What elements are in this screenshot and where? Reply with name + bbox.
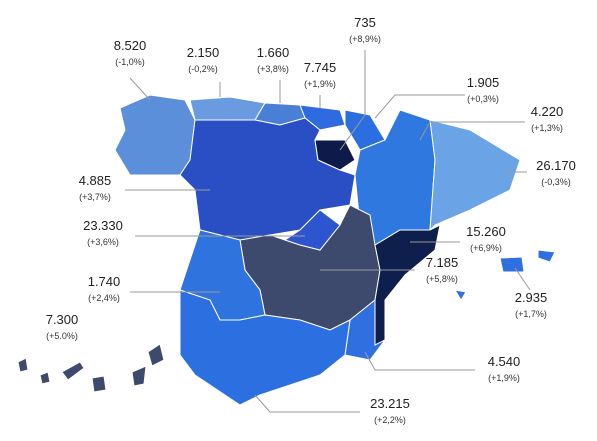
region bbox=[17, 357, 29, 373]
region-value: 7.185 bbox=[426, 255, 459, 270]
region bbox=[147, 343, 165, 367]
region bbox=[131, 365, 147, 387]
regions bbox=[17, 94, 556, 406]
region-change: (+1,7%) bbox=[515, 309, 547, 319]
leader-line bbox=[254, 394, 360, 413]
region-value: 4.540 bbox=[488, 354, 521, 369]
region-value: 23.330 bbox=[83, 218, 123, 233]
region bbox=[39, 371, 51, 385]
region-change: (-0,3%) bbox=[541, 177, 571, 187]
leader-line bbox=[374, 94, 465, 119]
region bbox=[499, 256, 525, 273]
region bbox=[283, 209, 341, 251]
region-value: 1.660 bbox=[257, 45, 290, 60]
region bbox=[537, 249, 556, 263]
region-change: (+1,9%) bbox=[488, 373, 520, 383]
region-change: (+2,4%) bbox=[88, 293, 120, 303]
region bbox=[314, 139, 356, 171]
region bbox=[429, 119, 521, 232]
region-value: 4.885 bbox=[79, 173, 112, 188]
region-value: 4.220 bbox=[531, 104, 564, 119]
region-change: (+3,8%) bbox=[257, 64, 289, 74]
region-change: (+2,2%) bbox=[374, 415, 406, 425]
region bbox=[61, 361, 85, 381]
region bbox=[91, 375, 107, 393]
leader-line bbox=[339, 50, 366, 151]
region-value: 1.905 bbox=[467, 75, 500, 90]
region-value: 2.935 bbox=[515, 290, 548, 305]
region-value: 7.745 bbox=[304, 60, 337, 75]
region-change: (+6,9%) bbox=[470, 243, 502, 253]
region-value: 23.215 bbox=[370, 396, 410, 411]
region-change: (-1,0%) bbox=[115, 57, 145, 67]
region-value: 2.150 bbox=[187, 45, 220, 60]
leader-line bbox=[514, 267, 531, 291]
region bbox=[299, 104, 346, 131]
region bbox=[179, 289, 351, 406]
leader-line bbox=[419, 121, 525, 141]
region-value: 7.300 bbox=[46, 312, 79, 327]
region-change: (+8,9%) bbox=[349, 34, 381, 44]
leader-line bbox=[364, 351, 475, 371]
region-change: (+1,9%) bbox=[304, 79, 336, 89]
leader-line bbox=[129, 77, 151, 101]
region-value: 1.740 bbox=[88, 274, 121, 289]
region-value: 15.260 bbox=[466, 224, 506, 239]
region-value: 8.520 bbox=[114, 38, 147, 53]
leader-lines bbox=[125, 50, 531, 413]
region-change: (-0,2%) bbox=[188, 64, 218, 74]
region-change: (+5,8%) bbox=[426, 274, 458, 284]
region-change: (+0,3%) bbox=[467, 94, 499, 104]
region-change: (+1,3%) bbox=[531, 123, 563, 133]
region-value: 26.170 bbox=[536, 158, 576, 173]
region bbox=[114, 94, 196, 176]
region bbox=[374, 224, 441, 346]
region-change: (+5.0%) bbox=[46, 331, 78, 341]
region bbox=[454, 289, 467, 301]
region-change: (+3,6%) bbox=[87, 237, 119, 247]
region-change: (+3,7%) bbox=[79, 192, 111, 202]
region-value: 735 bbox=[354, 15, 376, 30]
